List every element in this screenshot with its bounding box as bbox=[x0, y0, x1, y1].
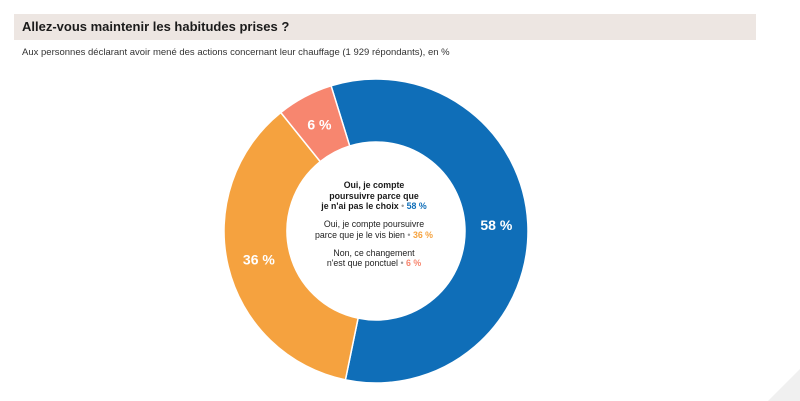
data-label-no-choice: 58 % bbox=[480, 217, 512, 233]
legend-label-line: n'est que ponctuel bbox=[326, 258, 398, 269]
legend-separator: • bbox=[407, 229, 411, 240]
chart-title-bar: Allez-vous maintenir les habitudes prise… bbox=[14, 14, 756, 40]
legend-value: 6 % bbox=[405, 258, 422, 269]
donut-slice-temporary bbox=[279, 84, 351, 163]
legend-item-no-choice: Oui, je compte poursuivre parce que je n… bbox=[294, 180, 454, 212]
chart-title: Allez-vous maintenir les habitudes prise… bbox=[22, 19, 290, 34]
legend-value: 58 % bbox=[406, 201, 427, 212]
legend-value: 36 % bbox=[412, 229, 434, 240]
legend-separator: • bbox=[401, 201, 405, 212]
chart-subtitle: Aux personnes déclarant avoir mené des a… bbox=[22, 47, 450, 58]
legend-item-temporary: Non, ce changement n'est que ponctuel • … bbox=[294, 248, 454, 269]
legend-label-line: parce que je le vis bien bbox=[314, 229, 405, 240]
data-label-temporary: 6 % bbox=[307, 117, 332, 133]
legend-label-line: poursuivre parce que bbox=[329, 190, 419, 201]
legend-separator: • bbox=[400, 258, 404, 269]
legend-label-line: je n'ai pas le choix bbox=[321, 201, 399, 212]
legend-label-line: Oui, je compte bbox=[343, 180, 405, 190]
corner-decoration bbox=[768, 369, 800, 401]
data-label-live-well: 36 % bbox=[243, 251, 275, 267]
donut-slice-live-well bbox=[223, 111, 359, 381]
donut-slice-no-choice bbox=[330, 78, 529, 384]
legend-item-live-well: Oui, je compte poursuivre parce que je l… bbox=[294, 219, 454, 240]
legend-label-line: Non, ce changement bbox=[333, 247, 415, 258]
legend-label-line: Oui, je compte poursuivre bbox=[323, 219, 425, 230]
center-legend: Oui, je compte poursuivre parce que je n… bbox=[294, 180, 454, 276]
